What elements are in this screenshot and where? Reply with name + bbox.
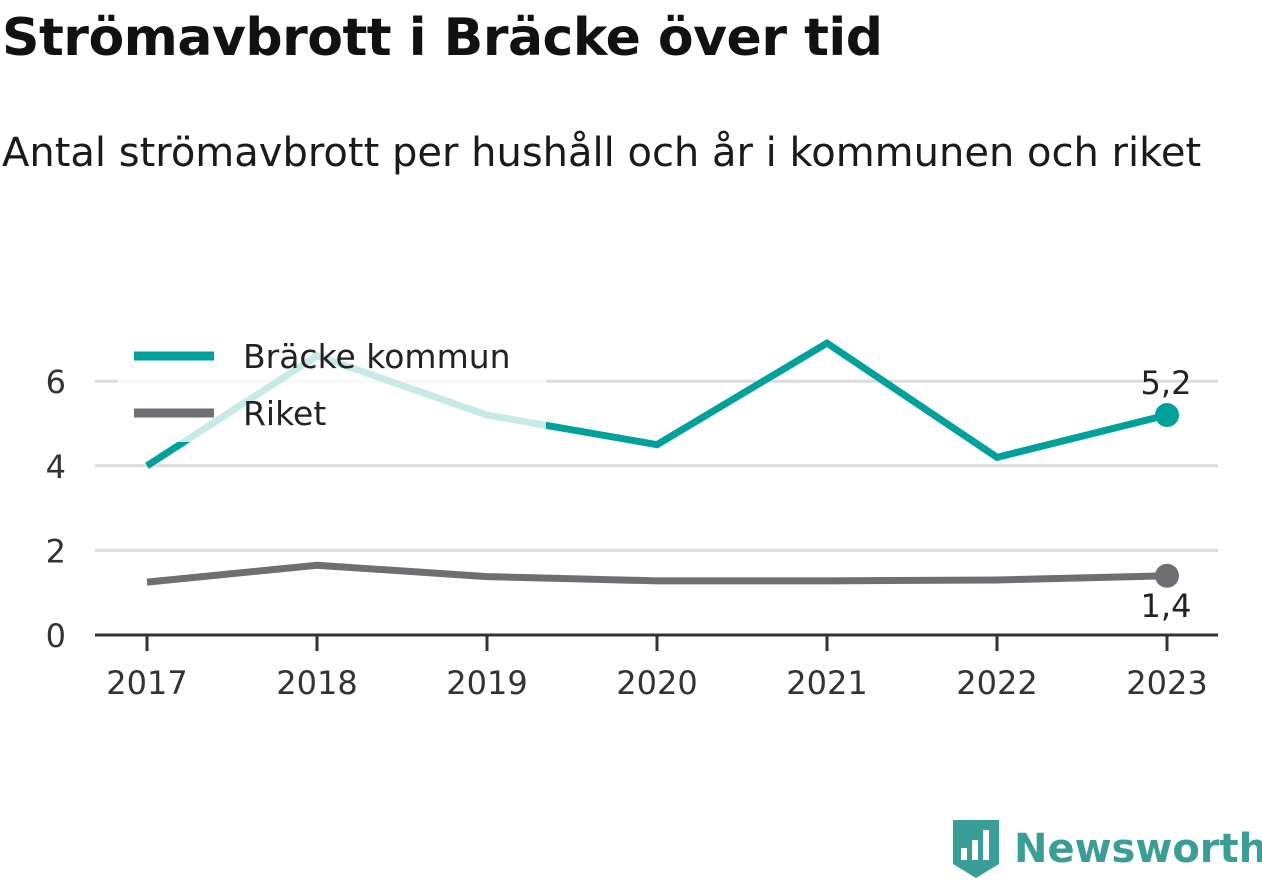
y-tick-label: 0: [46, 617, 66, 655]
newsworthy-icon: [953, 820, 999, 878]
y-tick-label: 6: [46, 363, 66, 401]
x-tick-label: 2023: [1126, 664, 1207, 702]
chart-subtitle: Antal strömavbrott per hushåll och år i …: [2, 130, 1202, 176]
x-tick-label: 2020: [616, 664, 697, 702]
end-marker-1: [1155, 563, 1179, 588]
data-point: [147, 465, 148, 466]
data-point: [997, 457, 998, 458]
x-axis-ticks: 2017 2018 2019 2020 2021 2022 2023: [106, 635, 1208, 702]
legend-background: [118, 330, 546, 442]
data-point: [997, 580, 998, 581]
data-point: [657, 580, 658, 581]
end-label-riket: 1,4: [1141, 587, 1192, 625]
data-point: [827, 343, 828, 344]
legend-label-riket: Riket: [243, 394, 326, 433]
newsworthy-logo: Newsworthy: [950, 818, 1262, 880]
x-tick-label: 2021: [786, 664, 867, 702]
data-point: [147, 582, 148, 583]
end-label-bracke: 5,2: [1141, 364, 1192, 402]
end-marker-0: [1155, 403, 1179, 428]
y-tick-label: 4: [46, 448, 66, 486]
series-line-1: [146, 561, 1168, 586]
data-point: [827, 580, 828, 581]
brand-name: Newsworthy: [1014, 826, 1262, 872]
chart-title: Strömavbrott i Bräcke över tid: [2, 8, 883, 68]
legend: Bräcke kommun Riket: [134, 337, 511, 433]
data-point: [317, 565, 318, 566]
data-point: [487, 576, 488, 577]
x-tick-label: 2019: [446, 664, 527, 702]
data-point: [657, 444, 658, 445]
end-markers: [1155, 403, 1179, 588]
legend-label-bracke: Bräcke kommun: [243, 337, 511, 376]
y-axis-ticks: 0 2 4 6: [46, 363, 66, 655]
x-tick-label: 2018: [276, 664, 357, 702]
x-tick-label: 2017: [106, 664, 187, 702]
x-tick-label: 2022: [956, 664, 1037, 702]
y-tick-label: 2: [46, 532, 66, 570]
